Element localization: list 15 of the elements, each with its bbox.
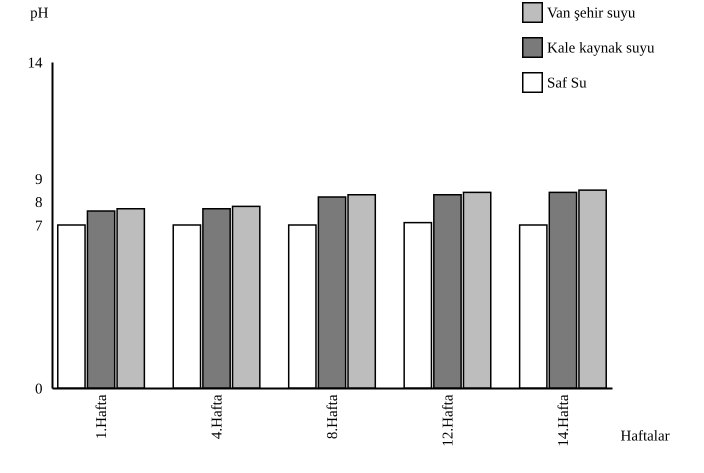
x-tick-label: 8.Hafta xyxy=(325,394,341,440)
x-axis-title: Haftalar xyxy=(620,428,670,444)
x-tick-label: 4.Hafta xyxy=(210,394,226,440)
y-tick-label: 9 xyxy=(35,172,42,188)
x-tick-label: 12.Hafta xyxy=(440,394,456,447)
x-tick-label: 14.Hafta xyxy=(556,394,572,447)
legend-label: Saf Su xyxy=(547,76,588,92)
y-tick-label: 0 xyxy=(35,382,42,398)
y-tick-label: 8 xyxy=(35,195,42,212)
y-tick-label: 7 xyxy=(35,218,43,234)
legend-label: Kale kaynak suyu xyxy=(547,40,655,56)
legend-label: Van şehir suyu xyxy=(547,6,636,22)
y-tick-label: 14 xyxy=(28,56,43,72)
y-axis-title: pH xyxy=(30,6,49,22)
x-tick-label: 1.Hafta xyxy=(94,394,110,440)
